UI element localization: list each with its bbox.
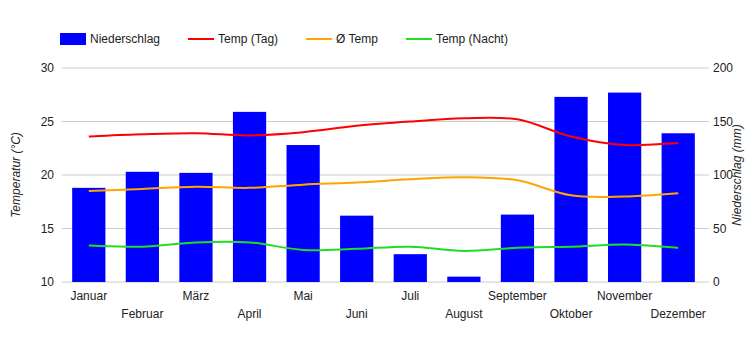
bar <box>554 97 587 282</box>
y2-tick-label: 200 <box>713 61 733 75</box>
x-tick-label: April <box>238 307 262 321</box>
y-tick-label: 20 <box>41 168 55 182</box>
x-tick-label: Juni <box>346 307 368 321</box>
x-tick-label: November <box>597 289 652 303</box>
x-tick-label: Mai <box>293 289 312 303</box>
legend-label: Temp (Tag) <box>218 32 278 46</box>
line <box>89 242 678 251</box>
y-tick-label: 15 <box>41 222 55 236</box>
line <box>89 177 678 197</box>
x-tick-label: September <box>488 289 547 303</box>
legend-swatch <box>60 33 86 45</box>
chart: 1015202530050100150200Temperatur (°C)Nie… <box>0 0 750 350</box>
grid-line <box>62 68 705 69</box>
bar <box>662 133 695 282</box>
bar <box>179 173 212 282</box>
x-tick-label: Oktober <box>550 307 593 321</box>
x-tick-label: Dezember <box>651 307 706 321</box>
bar <box>447 277 480 282</box>
x-tick-label: Februar <box>121 307 163 321</box>
legend-label: Niederschlag <box>90 32 160 46</box>
x-tick-label: Januar <box>70 289 107 303</box>
x-tick-label: August <box>445 307 483 321</box>
legend-swatch <box>306 38 332 40</box>
bar <box>72 188 105 282</box>
y-tick-label: 10 <box>41 275 55 289</box>
y2-tick <box>705 175 709 176</box>
y-axis-label: Temperatur (°C) <box>9 132 23 218</box>
y-tick-label: 30 <box>41 61 55 75</box>
line <box>89 118 678 146</box>
legend-swatch <box>188 38 214 40</box>
legend-swatch <box>406 38 432 40</box>
y2-tick <box>705 282 709 283</box>
legend-label: Temp (Nacht) <box>436 32 508 46</box>
legend: Niederschlag Temp (Tag) Ø Temp Temp (Nacht) <box>60 32 508 46</box>
y-tick-label: 25 <box>41 115 55 129</box>
legend-label: Ø Temp <box>336 32 378 46</box>
y2-axis-label: Niederschlag (mm) <box>730 124 744 225</box>
bar <box>287 145 320 282</box>
bar <box>233 112 266 282</box>
x-tick-label: Juli <box>401 289 419 303</box>
y2-tick-label: 50 <box>713 222 727 236</box>
y2-tick-label: 0 <box>713 275 720 289</box>
plot-marks <box>72 93 695 282</box>
y2-tick <box>705 121 709 122</box>
y2-tick <box>705 68 709 69</box>
bar <box>608 93 641 282</box>
x-tick-label: März <box>183 289 210 303</box>
y2-tick <box>705 228 709 229</box>
bar <box>394 254 427 282</box>
